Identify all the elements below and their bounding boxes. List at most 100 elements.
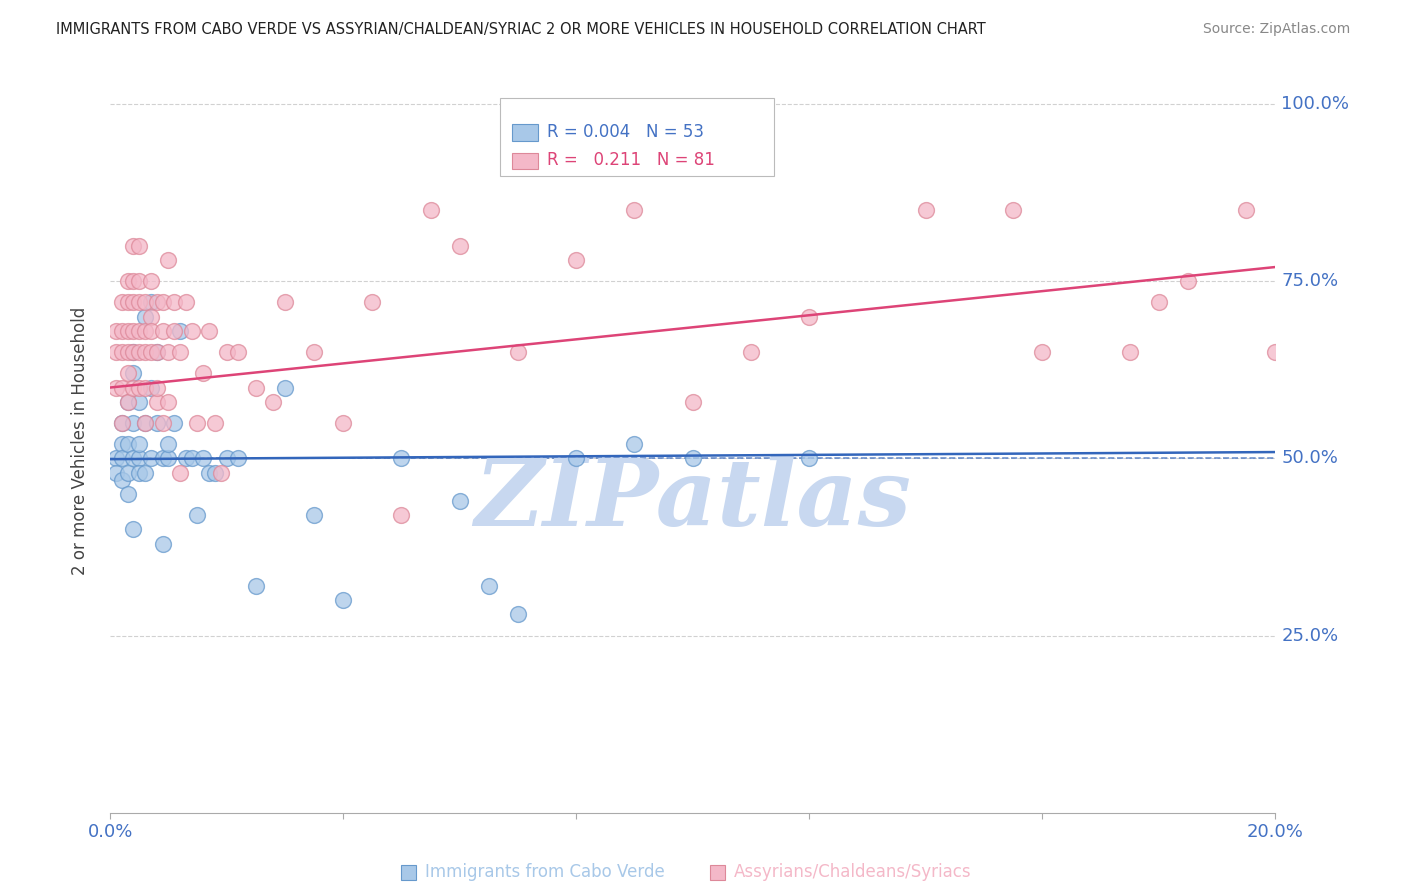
Point <box>122 522 145 536</box>
Point <box>117 367 139 381</box>
Point <box>111 345 134 359</box>
Point <box>152 416 174 430</box>
Point <box>117 295 139 310</box>
Point <box>122 239 145 253</box>
FancyBboxPatch shape <box>512 153 537 169</box>
Point <box>226 451 249 466</box>
Point <box>134 345 156 359</box>
Point <box>139 380 162 394</box>
Point <box>145 394 167 409</box>
Point <box>104 451 127 466</box>
Point <box>174 451 197 466</box>
Point <box>128 239 150 253</box>
Point <box>506 607 529 622</box>
Point <box>145 295 167 310</box>
Point <box>122 345 145 359</box>
Point <box>145 380 167 394</box>
Point <box>302 508 325 523</box>
Point <box>117 466 139 480</box>
Point <box>152 324 174 338</box>
Point <box>152 451 174 466</box>
Point <box>169 324 191 338</box>
Point <box>157 394 180 409</box>
Point <box>193 451 215 466</box>
Point <box>128 437 150 451</box>
Point <box>128 451 150 466</box>
Point <box>104 466 127 480</box>
Point <box>204 466 226 480</box>
Point <box>134 380 156 394</box>
Point <box>245 579 267 593</box>
Point <box>174 295 197 310</box>
Point <box>111 416 134 430</box>
Point <box>111 473 134 487</box>
Point <box>139 295 162 310</box>
Point <box>134 324 156 338</box>
Point <box>128 345 150 359</box>
Point <box>682 451 704 466</box>
Point <box>262 394 284 409</box>
Text: R =   0.211   N = 81: R = 0.211 N = 81 <box>547 151 714 169</box>
Y-axis label: 2 or more Vehicles in Household: 2 or more Vehicles in Household <box>72 307 89 574</box>
Point <box>1177 274 1199 288</box>
Point <box>128 324 150 338</box>
Point <box>157 451 180 466</box>
Point <box>139 274 162 288</box>
Point <box>134 466 156 480</box>
Point <box>682 394 704 409</box>
Point <box>623 203 645 218</box>
Point <box>274 380 297 394</box>
Point <box>157 345 180 359</box>
Point <box>117 437 139 451</box>
Point <box>163 416 186 430</box>
Point <box>117 324 139 338</box>
Point <box>419 203 441 218</box>
Point <box>122 416 145 430</box>
Point <box>104 345 127 359</box>
Text: Source: ZipAtlas.com: Source: ZipAtlas.com <box>1202 22 1350 37</box>
Point <box>111 380 134 394</box>
Point <box>198 324 221 338</box>
Point <box>169 466 191 480</box>
Point <box>204 416 226 430</box>
Point <box>122 345 145 359</box>
Point <box>117 394 139 409</box>
Point <box>198 466 221 480</box>
Point <box>128 466 150 480</box>
Point <box>111 416 134 430</box>
Point <box>128 295 150 310</box>
Point <box>1147 295 1170 310</box>
Point <box>134 310 156 324</box>
Point <box>122 380 145 394</box>
Point <box>740 345 762 359</box>
Point <box>139 345 162 359</box>
Point <box>122 295 145 310</box>
Point <box>111 324 134 338</box>
Point <box>180 451 202 466</box>
Point <box>145 345 167 359</box>
Point <box>134 416 156 430</box>
Point <box>215 451 238 466</box>
Point <box>117 487 139 501</box>
Point <box>139 324 162 338</box>
Point <box>180 324 202 338</box>
Text: IMMIGRANTS FROM CABO VERDE VS ASSYRIAN/CHALDEAN/SYRIAC 2 OR MORE VEHICLES IN HOU: IMMIGRANTS FROM CABO VERDE VS ASSYRIAN/C… <box>56 22 986 37</box>
Point <box>134 416 156 430</box>
Point <box>111 295 134 310</box>
Point <box>1002 203 1025 218</box>
Point <box>117 394 139 409</box>
Point <box>506 345 529 359</box>
Point <box>134 295 156 310</box>
Point <box>122 367 145 381</box>
Point <box>157 252 180 267</box>
Point <box>209 466 232 480</box>
Point <box>1031 345 1053 359</box>
Text: 100.0%: 100.0% <box>1281 95 1350 113</box>
Point <box>104 380 127 394</box>
Point <box>332 416 354 430</box>
Point <box>1118 345 1140 359</box>
Text: 75.0%: 75.0% <box>1281 272 1339 290</box>
Point <box>152 295 174 310</box>
Point <box>117 274 139 288</box>
Point <box>565 451 588 466</box>
